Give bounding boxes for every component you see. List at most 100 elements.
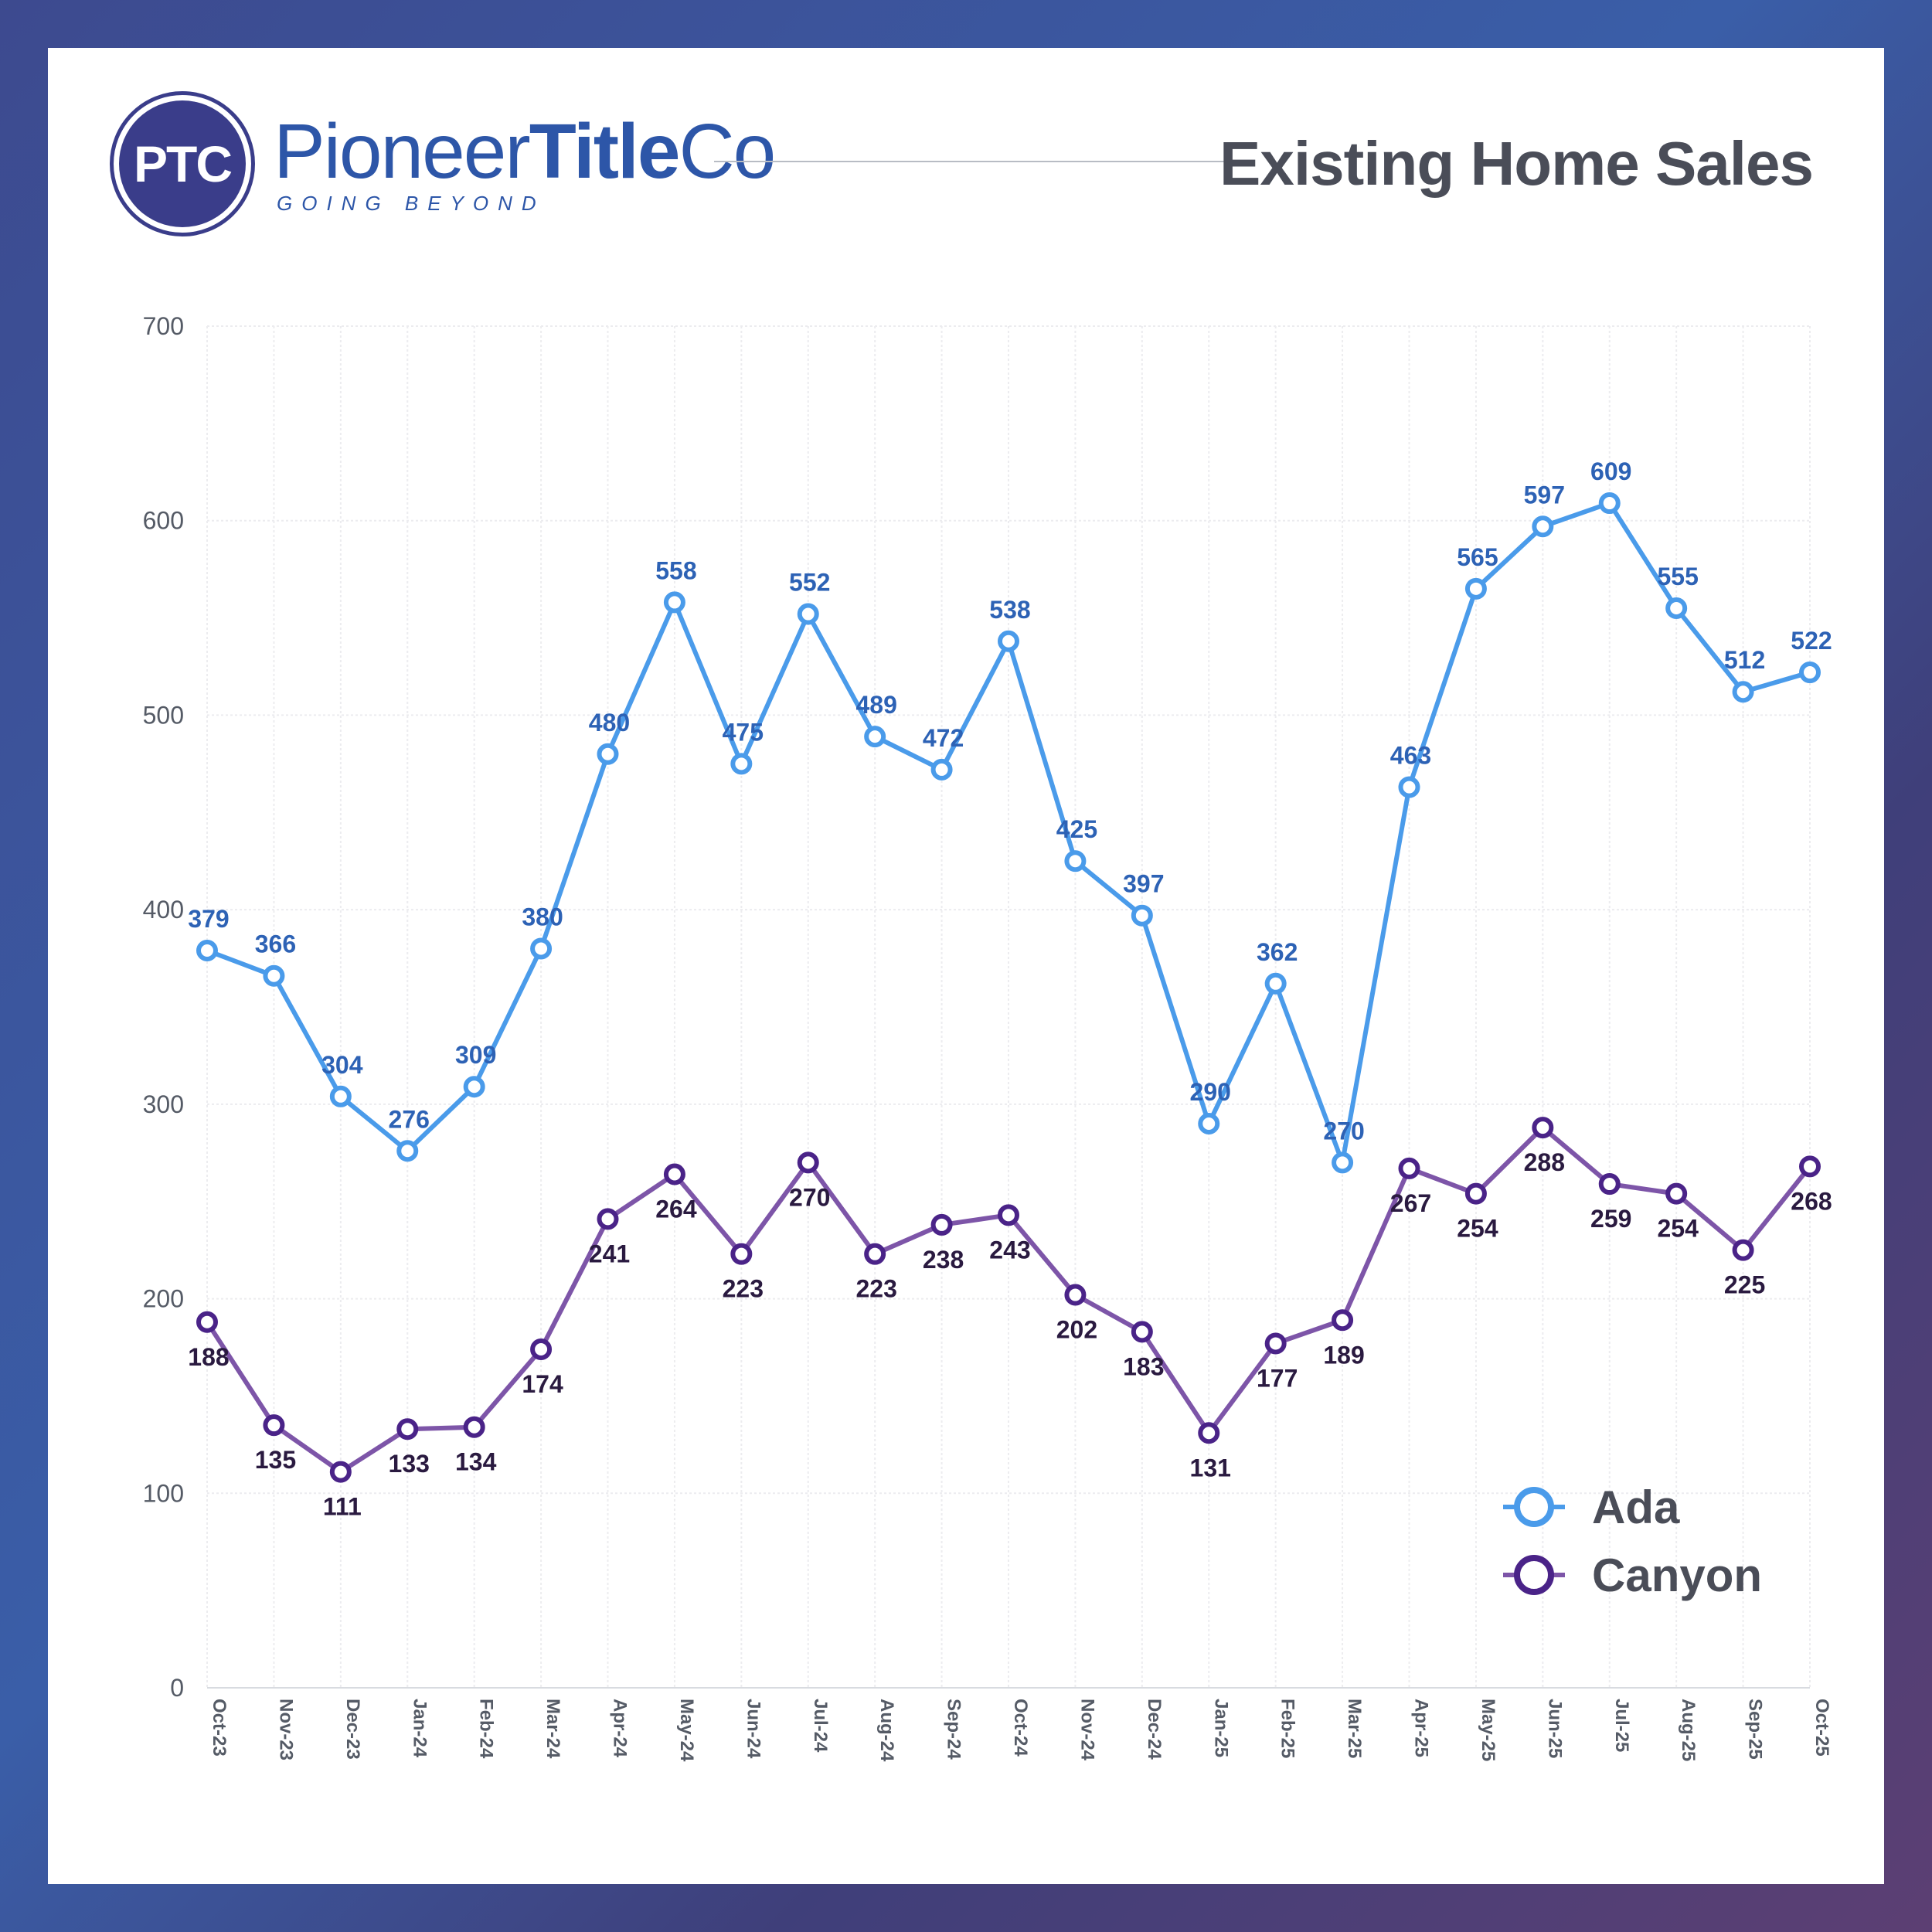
data-label-ada: 472 <box>923 724 964 752</box>
data-point-canyon <box>1598 1173 1621 1196</box>
x-tick-label: Mar-24 <box>543 1699 563 1759</box>
data-label-canyon: 267 <box>1390 1189 1431 1217</box>
x-tick-label: May-25 <box>1478 1699 1498 1761</box>
x-tick-label: Jul-25 <box>1611 1699 1632 1752</box>
data-point-canyon <box>263 1414 285 1437</box>
data-label-canyon: 177 <box>1257 1364 1298 1392</box>
data-point-ada <box>1198 1113 1220 1135</box>
x-tick-label: Oct-24 <box>1010 1699 1031 1757</box>
x-tick-label: Apr-24 <box>610 1699 631 1758</box>
data-point-ada <box>1264 972 1287 995</box>
data-label-canyon: 111 <box>323 1493 362 1521</box>
data-point-ada <box>1532 515 1554 538</box>
legend-marker-canyon <box>1514 1555 1554 1595</box>
brand-prefix: Pioneer <box>274 107 531 195</box>
data-label-canyon: 183 <box>1123 1352 1164 1380</box>
data-label-ada: 597 <box>1524 481 1565 509</box>
data-point-canyon <box>196 1311 218 1333</box>
data-point-ada <box>597 743 619 765</box>
brand-tagline: GOING BEYOND <box>277 191 546 215</box>
data-label-ada: 480 <box>589 709 630 736</box>
x-tick-label: Nov-23 <box>275 1699 296 1760</box>
data-point-ada <box>1332 1151 1354 1174</box>
data-point-ada <box>930 758 953 781</box>
data-point-ada <box>1665 597 1688 619</box>
series-group: 379 366 304 276 309 380 480 558 475 552 489 472 538 4… <box>188 457 1832 1521</box>
legend-label-canyon: Canyon <box>1592 1549 1762 1601</box>
data-label-canyon: 254 <box>1657 1215 1699 1243</box>
data-label-ada: 290 <box>1190 1078 1231 1106</box>
data-point-ada <box>1732 681 1754 703</box>
data-label-canyon: 268 <box>1791 1187 1832 1215</box>
data-label-ada: 538 <box>989 596 1030 624</box>
x-tick-label: Sep-25 <box>1745 1699 1766 1760</box>
data-point-canyon <box>1264 1332 1287 1355</box>
data-label-ada: 609 <box>1590 457 1631 485</box>
y-tick-label: 400 <box>143 896 184 923</box>
header-divider <box>714 161 1255 162</box>
x-tick-label: Dec-24 <box>1144 1699 1165 1760</box>
data-point-canyon <box>663 1163 685 1185</box>
data-point-canyon <box>1064 1284 1087 1306</box>
data-label-canyon: 188 <box>188 1343 229 1371</box>
data-label-canyon: 189 <box>1323 1341 1364 1369</box>
x-tick-label: Jun-24 <box>743 1699 764 1759</box>
y-tick-label: 600 <box>143 507 184 535</box>
data-label-ada: 309 <box>455 1041 496 1069</box>
data-label-ada: 362 <box>1257 938 1298 966</box>
data-label-canyon: 288 <box>1524 1148 1565 1176</box>
data-label-canyon: 254 <box>1457 1215 1498 1243</box>
data-point-canyon <box>1799 1155 1821 1178</box>
data-label-canyon: 174 <box>522 1370 563 1398</box>
legend-marker-ada <box>1514 1487 1554 1527</box>
data-point-canyon <box>1732 1239 1754 1261</box>
data-label-canyon: 202 <box>1056 1316 1097 1344</box>
y-tick-label: 0 <box>170 1674 184 1702</box>
chart-card: PTC PioneerTitleCo GOING BEYOND Existing… <box>48 48 1884 1884</box>
data-point-ada <box>196 940 218 962</box>
data-point-canyon <box>998 1204 1019 1226</box>
data-label-ada: 558 <box>655 556 696 584</box>
data-point-ada <box>1799 662 1821 684</box>
x-tick-label: Jan-25 <box>1210 1699 1231 1757</box>
x-tick-label: Dec-23 <box>342 1699 363 1760</box>
data-label-canyon: 264 <box>655 1195 697 1223</box>
data-label-canyon: 223 <box>723 1275 764 1303</box>
data-label-canyon: 270 <box>789 1183 830 1211</box>
data-point-ada <box>530 937 553 960</box>
y-tick-label: 300 <box>143 1090 184 1118</box>
x-tick-label: Jul-24 <box>810 1699 831 1753</box>
data-label-canyon: 241 <box>589 1240 630 1267</box>
data-point-ada <box>396 1140 419 1162</box>
data-point-canyon <box>597 1208 619 1230</box>
brand-name: PioneerTitleCo <box>274 113 776 190</box>
data-label-ada: 552 <box>789 569 830 597</box>
data-label-canyon: 133 <box>389 1450 430 1478</box>
data-point-ada <box>663 591 685 614</box>
data-point-canyon <box>930 1213 953 1236</box>
data-label-canyon: 223 <box>855 1275 896 1303</box>
series-canyon: 188 135 111 133 134 174 241 264 223 270 223 238 243 2… <box>188 1117 1832 1521</box>
data-point-ada <box>1598 492 1621 515</box>
data-label-canyon: 131 <box>1190 1454 1231 1481</box>
data-point-ada <box>864 726 886 748</box>
data-label-ada: 397 <box>1123 870 1164 898</box>
data-label-ada: 565 <box>1457 543 1498 571</box>
logo-wordmark: PioneerTitleCo GOING BEYOND <box>274 113 776 216</box>
data-point-canyon <box>797 1151 819 1174</box>
data-point-ada <box>1131 904 1153 927</box>
data-label-canyon: 225 <box>1724 1271 1765 1299</box>
x-tick-label: Nov-24 <box>1077 1699 1097 1761</box>
data-label-ada: 276 <box>389 1105 430 1133</box>
company-logo: PTC PioneerTitleCo GOING BEYOND <box>110 91 776 236</box>
x-tick-label: Feb-25 <box>1277 1699 1298 1758</box>
data-point-canyon <box>329 1461 352 1483</box>
logo-badge-text: PTC <box>119 100 246 227</box>
data-label-ada: 380 <box>522 903 563 930</box>
data-point-canyon <box>1665 1182 1688 1205</box>
data-point-canyon <box>1464 1182 1487 1205</box>
data-point-ada <box>1398 776 1420 798</box>
data-label-ada: 425 <box>1056 815 1097 843</box>
x-tick-label: Jan-24 <box>409 1699 430 1758</box>
